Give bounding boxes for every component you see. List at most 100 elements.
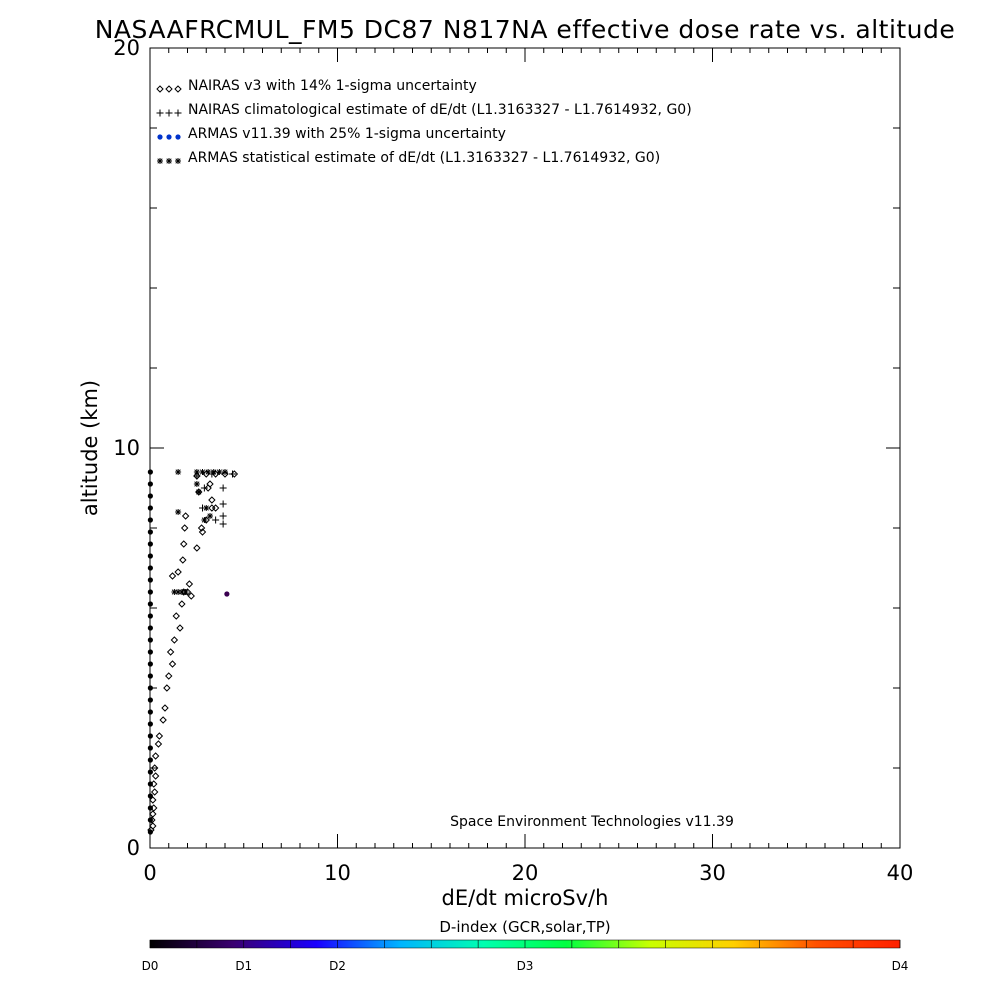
colorbar-title: D-index (GCR,solar,TP) xyxy=(439,918,610,936)
legend-symbol xyxy=(175,134,181,140)
data-point-dot xyxy=(147,733,153,739)
series-plus xyxy=(193,470,236,528)
legend-label: NAIRAS v3 with 14% 1-sigma uncertainty xyxy=(188,78,477,94)
data-point-diamond xyxy=(206,480,214,488)
legend-symbol xyxy=(156,109,164,117)
data-point-asterisk xyxy=(178,589,185,595)
legend-symbol xyxy=(166,158,172,164)
legend-label: ARMAS statistical estimate of dE/dt (L1.… xyxy=(188,150,660,166)
data-point-asterisk xyxy=(195,489,202,495)
data-point-diamond xyxy=(166,648,175,656)
data-point-dot xyxy=(147,577,153,583)
data-point-diamond xyxy=(165,672,173,680)
data-point-asterisk xyxy=(203,505,210,511)
y-tick-label: 10 xyxy=(113,436,140,460)
data-point-dot xyxy=(147,745,153,751)
data-point-dot xyxy=(147,793,153,799)
data-point-dot xyxy=(147,529,153,535)
y-axis-label: altitude (km) xyxy=(78,380,102,516)
data-point-dot xyxy=(147,613,153,619)
data-point-diamond xyxy=(181,512,190,520)
legend: NAIRAS v3 with 14% 1-sigma uncertainty NA… xyxy=(156,78,692,166)
data-point-diamond xyxy=(198,528,207,536)
data-point-diamond xyxy=(176,624,184,632)
data-point-diamond xyxy=(172,612,180,620)
data-point-asterisk xyxy=(216,469,223,475)
data-point-dot xyxy=(147,685,153,691)
data-point-dot xyxy=(224,591,230,597)
data-point-diamond xyxy=(193,544,201,552)
data-point-dot xyxy=(147,541,153,547)
credit-label: Space Environment Technologies v11.39 xyxy=(450,814,734,830)
colorbar-label: D3 xyxy=(517,959,534,973)
data-point-diamond xyxy=(197,524,206,532)
data-point-diamond xyxy=(178,600,186,608)
data-point-dot xyxy=(147,769,153,775)
data-point-dot xyxy=(147,493,153,499)
data-point-dot xyxy=(147,481,153,487)
data-point-diamond xyxy=(211,504,220,512)
data-point-diamond xyxy=(208,504,216,512)
chart-title: NASAAFRCMUL_FM5 DC87 N817NA effective do… xyxy=(95,15,956,44)
data-point-diamond xyxy=(208,496,216,504)
data-point-dot xyxy=(147,469,153,475)
legend-symbol xyxy=(157,134,163,140)
data-point-dot xyxy=(147,817,153,823)
data-point-dot xyxy=(147,505,153,511)
colorbar-label: D1 xyxy=(235,959,252,973)
data-point-dot xyxy=(147,637,153,643)
data-point-diamond xyxy=(185,580,194,588)
data-point-dot xyxy=(147,709,153,715)
data-point-asterisk xyxy=(193,469,200,475)
data-point-dot xyxy=(147,781,153,787)
data-point-diamond xyxy=(154,740,163,748)
series-dot xyxy=(147,469,230,835)
data-point-dot xyxy=(147,721,153,727)
legend-label: ARMAS v11.39 with 25% 1-sigma uncertaint… xyxy=(188,126,506,142)
x-tick-label: 20 xyxy=(512,861,539,885)
data-point-dot xyxy=(147,757,153,763)
data-point-dot xyxy=(147,517,153,523)
legend-symbol xyxy=(157,158,163,164)
data-point-asterisk xyxy=(182,589,189,595)
data-point-diamond xyxy=(187,592,195,600)
series-asterisk xyxy=(171,469,228,595)
data-point-diamond xyxy=(151,772,160,780)
data-point-plus xyxy=(219,520,227,528)
data-point-dot xyxy=(147,601,153,607)
colorbar-label: D0 xyxy=(142,959,159,973)
data-point-asterisk xyxy=(175,509,182,515)
data-point-diamond xyxy=(168,660,177,668)
data-point-diamond xyxy=(149,810,157,818)
data-point-asterisk xyxy=(210,469,217,475)
legend-symbol xyxy=(165,109,173,117)
data-point-dot xyxy=(147,565,153,571)
data-point-asterisk xyxy=(201,517,208,523)
x-tick-label: 40 xyxy=(887,861,914,885)
data-point-dot xyxy=(147,805,153,811)
colorbar-label: D2 xyxy=(329,959,346,973)
data-marks xyxy=(147,469,239,835)
data-point-diamond xyxy=(170,636,179,644)
data-point-plus xyxy=(219,484,227,492)
data-point-diamond xyxy=(151,752,160,760)
data-point-diamond xyxy=(161,704,169,712)
y-tick-label: 0 xyxy=(127,836,140,860)
legend-symbol xyxy=(166,134,172,140)
data-point-diamond xyxy=(221,470,229,478)
data-point-diamond xyxy=(168,572,177,580)
data-point-asterisk xyxy=(193,481,200,487)
data-point-asterisk xyxy=(205,469,212,475)
data-point-diamond xyxy=(180,540,188,548)
data-point-asterisk xyxy=(207,513,213,519)
legend-symbol xyxy=(165,85,173,93)
colorbar-label: D4 xyxy=(892,959,909,973)
data-point-diamond xyxy=(163,684,171,692)
data-point-diamond xyxy=(174,568,182,576)
data-point-asterisk xyxy=(171,589,178,595)
data-point-asterisk xyxy=(175,469,182,475)
x-tick-label: 10 xyxy=(324,861,351,885)
data-point-diamond xyxy=(179,556,187,564)
data-point-dot xyxy=(147,829,153,835)
